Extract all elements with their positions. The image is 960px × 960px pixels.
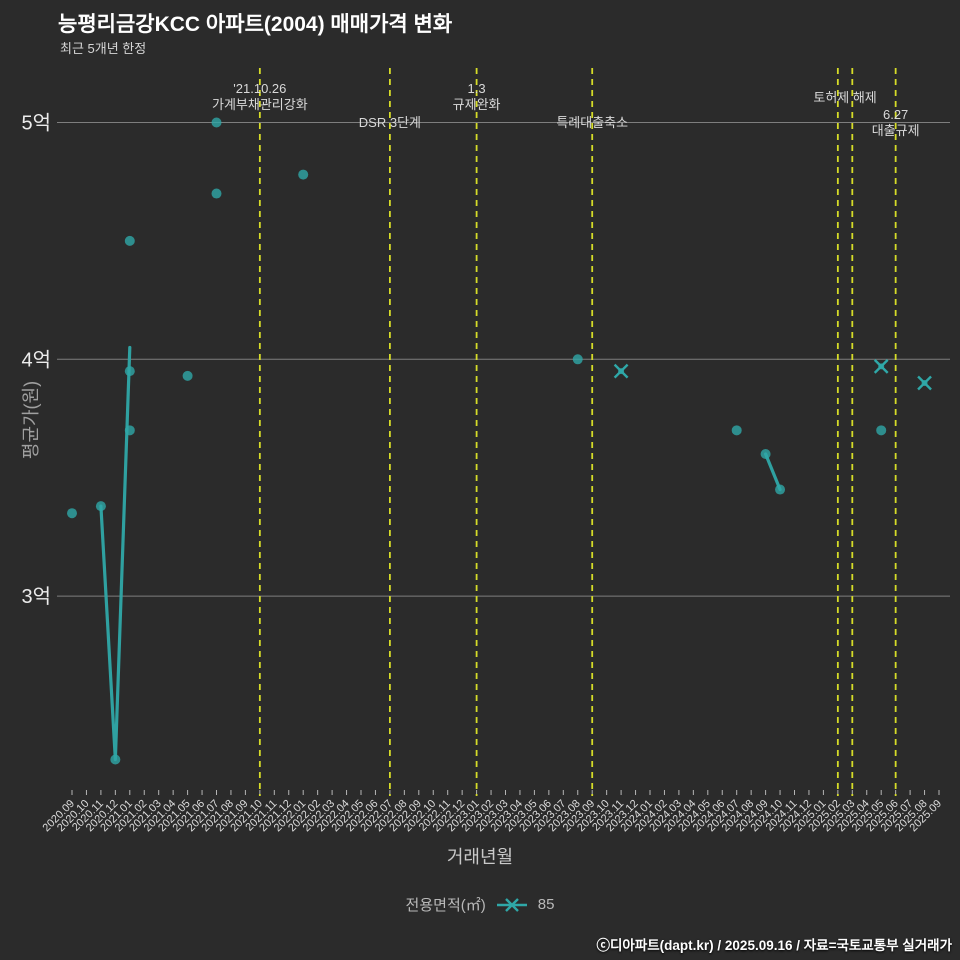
legend-series-name: 85 — [537, 896, 555, 913]
data-point-dot — [876, 425, 887, 436]
data-point-x-marker-center — [618, 368, 625, 375]
data-point-dot — [572, 354, 583, 365]
y-tick-label: 5억 — [21, 112, 51, 135]
x-axis-title: 거래년월 — [446, 847, 514, 867]
data-point-dot — [211, 117, 222, 128]
data-point-x-marker-center — [921, 379, 928, 386]
data-point-dot — [67, 508, 77, 519]
event-label: 토허제 해제 — [813, 90, 876, 105]
event-label: 대출규제 — [872, 123, 920, 138]
event-label: DSR 3단계 — [359, 115, 421, 130]
data-point-dot — [124, 425, 135, 436]
legend-label: 전용면적(㎡) — [405, 897, 486, 914]
event-label: 1.3 — [468, 81, 486, 96]
data-point-dot — [124, 366, 135, 377]
watermark-credit: ⓒ디아파트(dapt.kr) / 2025.09.16 / 자료=국토교통부 실… — [596, 938, 952, 953]
y-tick-label: 3억 — [21, 585, 51, 608]
data-point-dot — [211, 188, 222, 199]
data-point-dot — [298, 169, 309, 180]
event-label: '21.10.26 — [233, 81, 286, 96]
data-point-dot — [731, 425, 742, 436]
data-point-dot — [110, 754, 121, 765]
data-point-dot — [95, 501, 106, 512]
data-point-x-marker-center — [878, 363, 885, 370]
data-point-dot — [760, 449, 771, 460]
avg-line — [99, 345, 132, 762]
legend-marker-icon — [496, 897, 527, 912]
y-tick-label: 4억 — [21, 348, 51, 371]
data-point-dot — [182, 370, 193, 381]
data-point-dot — [775, 484, 786, 495]
page-title: 능평리금강KCC 아파트(2004) 매매가격 변화 — [58, 13, 453, 36]
page-subtitle: 최근 5개년 한정 — [60, 41, 147, 56]
data-point-dot — [124, 235, 135, 246]
event-label: 특례대출축소 — [556, 115, 628, 130]
avg-line — [763, 452, 782, 492]
event-label: 규제완화 — [453, 97, 501, 112]
event-label: 6.27 — [883, 107, 908, 122]
event-label: 가계부채관리강화 — [212, 97, 308, 112]
legend: 전용면적(㎡) 85 — [0, 894, 960, 915]
